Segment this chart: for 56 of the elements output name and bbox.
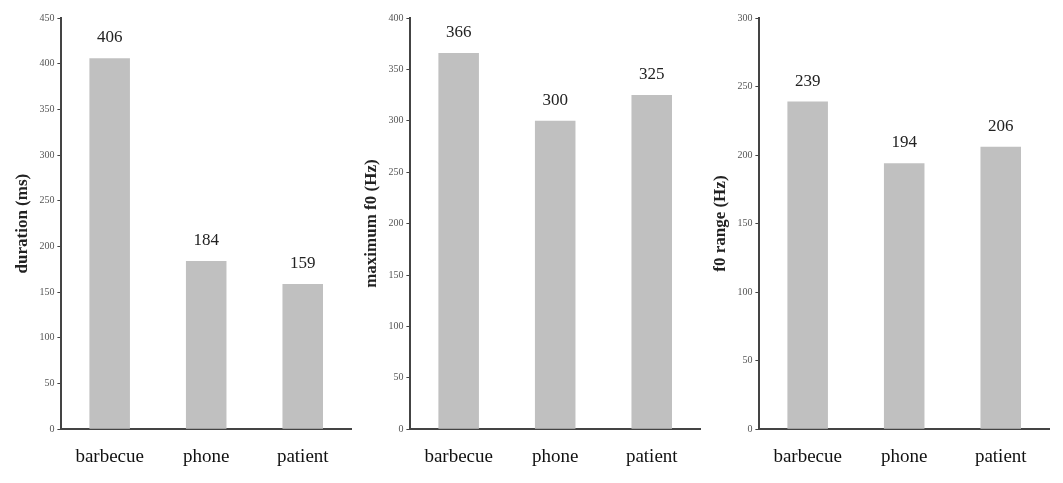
y-axis-title: f0 range (Hz): [709, 175, 729, 272]
bar: [631, 95, 673, 429]
data-label: 206: [987, 115, 1014, 135]
data-label: 300: [542, 89, 568, 109]
y-tick-label: 100: [737, 285, 753, 297]
x-tick-label: barbecue: [773, 444, 842, 466]
bar: [787, 101, 828, 429]
y-tick-label: 200: [39, 240, 55, 252]
y-tick-label: 150: [39, 285, 55, 297]
data-label: 366: [445, 21, 472, 41]
data-label: 194: [891, 132, 918, 152]
bar: [438, 52, 479, 429]
y-tick-label: 400: [388, 11, 404, 23]
y-tick-label: 100: [388, 320, 404, 332]
y-axis-title: maximum f0 (Hz): [360, 159, 380, 288]
x-tick-label: patient: [974, 444, 1028, 466]
y-tick-label: 350: [388, 63, 404, 75]
y-tick-label: 300: [39, 148, 55, 160]
y-tick-label: 200: [388, 217, 404, 229]
y-tick-label: 300: [737, 11, 753, 23]
x-tick-label: phone: [880, 444, 928, 466]
bar: [282, 283, 324, 429]
data-label: 159: [289, 252, 316, 272]
data-label: 325: [638, 64, 665, 84]
y-tick-label: 0: [747, 422, 753, 434]
y-tick-label: 250: [388, 165, 404, 177]
y-tick-label: 350: [39, 103, 55, 114]
bar: [883, 163, 925, 429]
data-label: 184: [193, 230, 220, 250]
y-tick-label: 50: [742, 354, 753, 366]
y-tick-label: 50: [44, 377, 55, 389]
y-tick-label: 400: [39, 57, 55, 69]
y-tick-label: 200: [737, 148, 753, 160]
bar: [89, 58, 130, 429]
x-tick-label: barbecue: [424, 444, 493, 466]
x-tick-label: barbecue: [75, 444, 144, 466]
x-tick-label: phone: [182, 444, 230, 466]
y-tick-label: 300: [388, 114, 404, 126]
y-tick-label: 0: [398, 422, 404, 434]
y-tick-label: 150: [388, 268, 404, 280]
bar: [185, 261, 227, 429]
y-axis-title: duration (ms): [11, 173, 31, 274]
y-tick-label: 0: [49, 422, 55, 434]
bar: [534, 120, 576, 429]
y-tick-label: 450: [39, 11, 55, 23]
data-label: 406: [96, 27, 123, 47]
y-tick-label: 50: [393, 371, 404, 383]
y-tick-label: 150: [737, 217, 753, 229]
x-tick-label: phone: [531, 444, 579, 466]
y-tick-label: 250: [737, 80, 753, 92]
bar: [980, 146, 1022, 429]
y-tick-label: 100: [39, 331, 55, 343]
data-label: 239: [794, 70, 821, 90]
x-tick-label: patient: [276, 444, 330, 466]
x-tick-label: patient: [625, 444, 679, 466]
y-tick-label: 250: [39, 194, 55, 206]
